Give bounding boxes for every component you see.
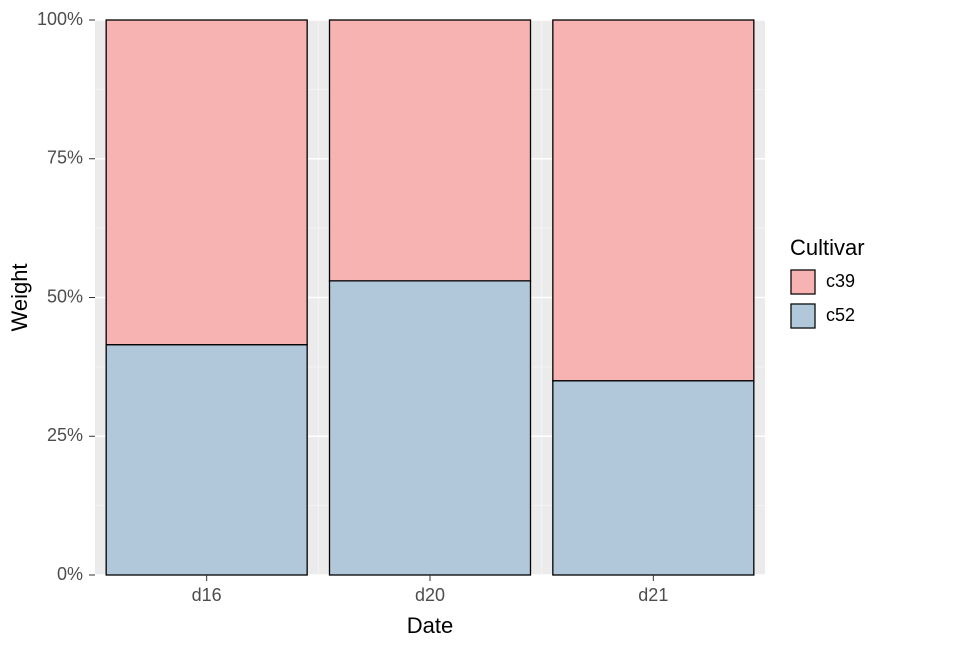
bar-segment-d16-c39 — [106, 20, 307, 345]
y-tick-label: 75% — [47, 148, 83, 168]
bar-segment-d20-c52 — [330, 281, 531, 575]
legend-swatch-c52 — [791, 304, 815, 328]
y-tick-label: 0% — [57, 564, 83, 584]
legend-label-c39: c39 — [826, 271, 855, 291]
x-tick-label: d21 — [638, 585, 668, 605]
y-tick-label: 50% — [47, 286, 83, 306]
stacked-bar-chart: 0% 25% 50% 75% 100% d16 d20 d21 Date Weight Cultiv… — [0, 0, 960, 672]
bar-segment-d21-c52 — [553, 381, 754, 575]
legend-label-c52: c52 — [826, 305, 855, 325]
legend-title: Cultivar — [790, 235, 865, 260]
y-axis-title: Weight — [7, 263, 32, 331]
bar-segment-d20-c39 — [330, 20, 531, 281]
x-axis-title: Date — [407, 613, 453, 638]
x-tick-label: d20 — [415, 585, 445, 605]
legend-swatch-c39 — [791, 270, 815, 294]
x-tick-label: d16 — [192, 585, 222, 605]
bar-segment-d16-c52 — [106, 345, 307, 575]
y-tick-label: 100% — [37, 9, 83, 29]
bar-segment-d21-c39 — [553, 20, 754, 381]
chart-svg: 0% 25% 50% 75% 100% d16 d20 d21 Date Weight Cultiv… — [0, 0, 960, 672]
y-tick-label: 25% — [47, 425, 83, 445]
